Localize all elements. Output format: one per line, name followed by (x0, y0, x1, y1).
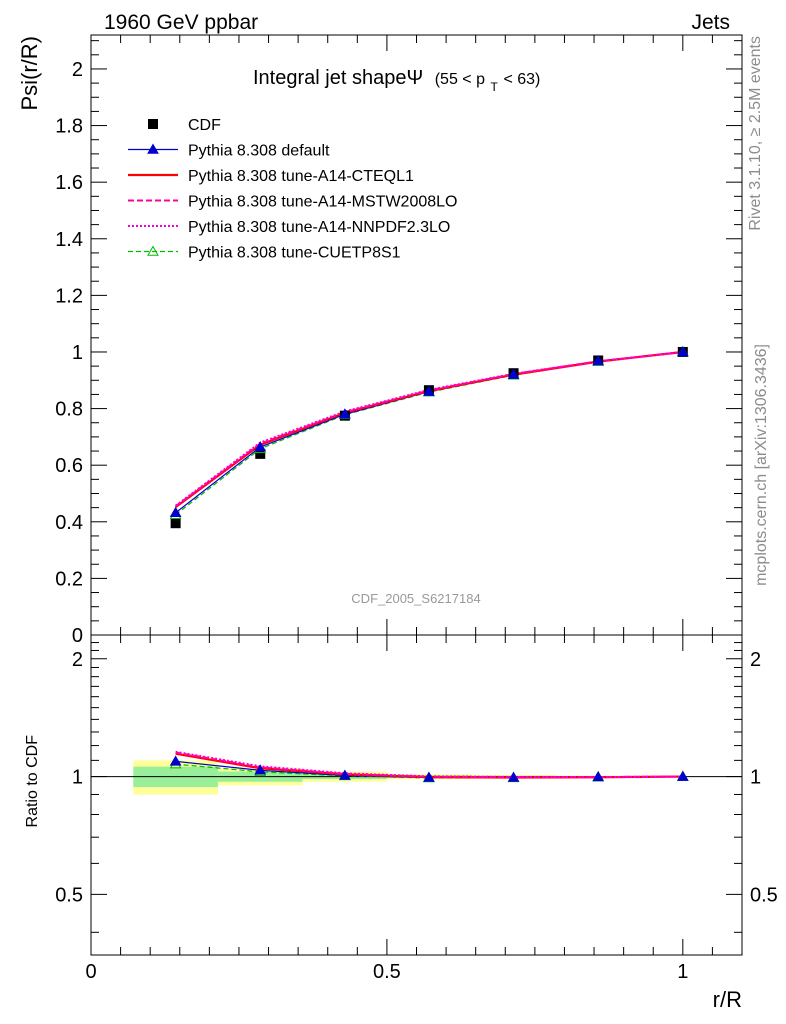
y-tick-label: 0.4 (55, 512, 83, 534)
series-marker-ratio (169, 755, 182, 766)
legend-label: Pythia 8.308 tune-A14-MSTW2008LO (188, 194, 457, 211)
series-line-main (174, 350, 683, 508)
chart-title-range-sub: T (491, 80, 499, 94)
mcplots-label: mcplots.cern.ch [arXiv:1306.3436] (753, 344, 770, 586)
legend-marker (147, 245, 159, 256)
header-left: 1960 GeV ppbar (104, 11, 258, 34)
series-marker (592, 355, 605, 366)
legend-label: Pythia 8.308 tune-A14-NNPDF2.3LO (188, 219, 450, 236)
series-marker-ratio (339, 769, 351, 780)
rivet-label: Rivet 3.1.10, ≥ 2.5M events (747, 36, 764, 231)
legend-label: Pythia 8.308 tune-CUETP8S1 (188, 245, 401, 262)
series-marker-ratio (423, 771, 435, 782)
ratio-series-lines (169, 750, 689, 783)
series-marker (339, 408, 351, 419)
series-marker-ratio (676, 770, 689, 781)
ratio-y-tick-label-right: 1 (750, 767, 761, 789)
chart-title-range-pre: (55 < p (435, 71, 485, 88)
plot-frames (90, 34, 743, 956)
series-line-main (175, 350, 683, 507)
series-line-main (175, 351, 683, 516)
series-marker (423, 385, 435, 396)
x-tick-label: 0 (85, 961, 96, 983)
y-tick-label: 1.2 (55, 285, 83, 307)
y-tick-label: 2 (72, 59, 83, 81)
y-tick-label: 0.6 (55, 455, 83, 477)
ratio-y-tick-label: 2 (72, 649, 83, 671)
legend: CDF Pythia 8.308 default Pythia 8.308 tune… (128, 117, 457, 262)
main-axes-ticks: 0 0.2 0.4 0.6 0.8 1 1.2 1.4 1.6 1.8 2 (55, 35, 743, 647)
chart-title: Integral jet shapeΨ (55 < p T < 63) (253, 67, 540, 96)
chart-title-range-post: < 63) (503, 71, 540, 88)
ratio-y-tick-label-right: 0.5 (750, 884, 778, 906)
analysis-watermark: CDF_2005_S6217184 (351, 591, 480, 606)
legend-marker (148, 119, 158, 129)
legend-label: Pythia 8.308 default (188, 143, 330, 160)
series-line-main (175, 350, 683, 508)
x-axis-label: r/R (713, 987, 742, 1012)
legend-label: Pythia 8.308 tune-A14-CTEQL1 (188, 168, 414, 185)
x-tick-label: 0.5 (373, 961, 401, 983)
ratio-plot-frame (90, 634, 743, 956)
ratio-y-tick-label: 1 (72, 767, 83, 789)
series-marker-ratio (507, 771, 520, 782)
data-point (170, 518, 181, 529)
legend-label: CDF (188, 117, 221, 134)
series-marker (676, 345, 689, 357)
chart-title-main: Integral jet shapeΨ (253, 67, 423, 89)
x-tick-label: 1 (677, 961, 688, 983)
ratio-y-axis-label: Ratio to CDF (24, 735, 41, 828)
series-line-main (175, 351, 683, 514)
y-tick-label: 1 (72, 342, 83, 364)
ratio-y-tick-label-right: 2 (750, 649, 761, 671)
y-tick-label: 1.8 (55, 116, 83, 138)
data-point (255, 448, 266, 459)
series-marker-ratio (592, 770, 605, 782)
y-axis-label: Psi(r/R) (17, 36, 42, 111)
series-marker (507, 368, 520, 379)
ratio-y-tick-label: 0.5 (55, 884, 83, 906)
series-marker (169, 506, 182, 517)
y-tick-label: 0.8 (55, 399, 83, 421)
y-tick-label: 1.4 (55, 229, 83, 251)
ratio-axes-ticks: 0 0.5 1 0.5 0.5 1 1 2 2 (55, 635, 778, 983)
main-series-lines (169, 345, 689, 529)
y-tick-label: 1.6 (55, 172, 83, 194)
series-marker-ratio (254, 764, 267, 775)
series-marker (254, 441, 267, 452)
header-right: Jets (691, 11, 730, 34)
y-tick-label: 0 (72, 625, 83, 647)
y-tick-label: 0.2 (55, 568, 83, 590)
legend-marker (147, 143, 159, 154)
